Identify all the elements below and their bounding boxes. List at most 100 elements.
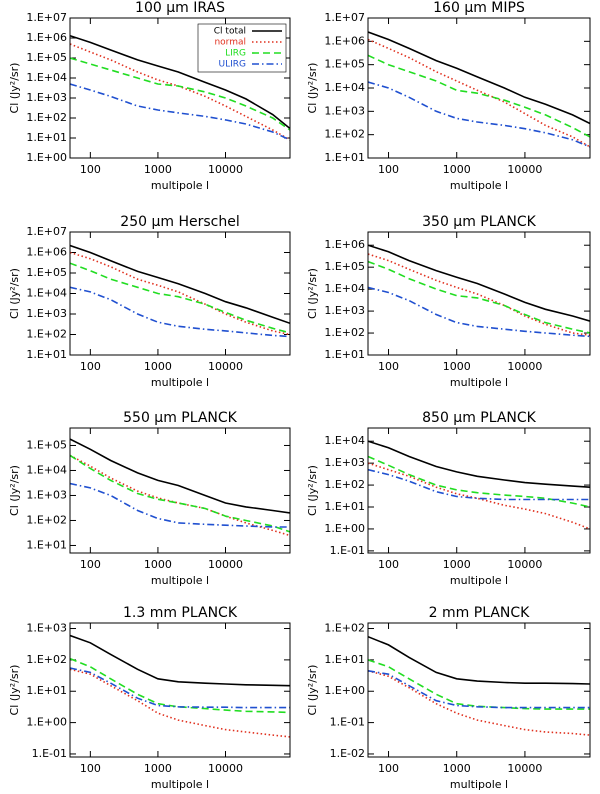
y-tick-label: 1.E-01	[32, 747, 67, 760]
x-tick-label: 1000	[443, 762, 471, 775]
panel: 160 μm MIPS multipole l Cl (Jy²/sr) 100 1000…	[306, 0, 591, 192]
y-axis-label: Cl (Jy²/sr)	[306, 465, 319, 516]
x-axis-label: multipole l	[151, 778, 209, 791]
x-axis-label: multipole l	[450, 574, 508, 587]
plot-frame	[69, 427, 291, 554]
x-tick-label: 1000	[443, 558, 471, 571]
series-line	[368, 244, 590, 322]
y-tick-label: 1.E+05	[324, 58, 365, 71]
y-tick-label: 1.E+02	[324, 128, 365, 141]
legend-label: Cl total	[214, 27, 246, 37]
y-tick-label: 1.E+06	[324, 238, 365, 251]
series-line	[70, 454, 290, 533]
series-line	[368, 260, 590, 334]
y-axis-label: Cl (Jy²/sr)	[8, 665, 21, 716]
panel-title: 160 μm MIPS	[433, 0, 525, 16]
series-line	[70, 286, 290, 338]
x-tick-label: 100	[378, 558, 399, 571]
y-tick-label: 1.E+02	[324, 478, 365, 491]
series-line	[70, 667, 290, 709]
plot-frame	[367, 231, 591, 356]
x-tick-label: 1000	[144, 558, 172, 571]
panel-title: 2 mm PLANCK	[429, 605, 530, 621]
x-tick-label: 100	[378, 360, 399, 373]
x-axis-label: multipole l	[450, 778, 508, 791]
y-axis-label: Cl (Jy²/sr)	[8, 63, 21, 114]
y-tick-label: 1.E+07	[26, 225, 67, 238]
y-tick-label: 1.E+04	[26, 71, 67, 84]
x-tick-label: 1000	[144, 360, 172, 373]
panel-title: 550 μm PLANCK	[123, 410, 238, 426]
panel-title: 350 μm PLANCK	[422, 214, 537, 230]
y-tick-label: 1.E+03	[26, 91, 67, 104]
y-tick-label: 1.E+05	[26, 266, 67, 279]
panel: 100 μm IRAS multipole l Cl (Jy²/sr) 100 1000…	[8, 0, 291, 192]
y-tick-label: 1.E+04	[324, 434, 365, 447]
y-tick-label: 1.E+03	[324, 304, 365, 317]
x-tick-label: 10000	[507, 558, 542, 571]
y-tick-label: 1.E-02	[330, 747, 365, 760]
y-axis-label: Cl (Jy²/sr)	[306, 63, 319, 114]
series-line	[70, 57, 290, 131]
series-line	[70, 657, 290, 714]
x-tick-label: 100	[80, 762, 101, 775]
y-tick-label: 1.E+04	[26, 463, 67, 476]
panel-title: 250 μm Herschel	[120, 214, 239, 230]
y-axis-label: Cl (Jy²/sr)	[306, 268, 319, 319]
series-line	[70, 34, 290, 130]
y-tick-label: 1.E+01	[324, 500, 365, 513]
y-tick-label: 1.E+04	[324, 282, 365, 295]
y-tick-label: 1.E+03	[324, 456, 365, 469]
x-axis-label: multipole l	[450, 179, 508, 192]
x-tick-label: 10000	[208, 558, 243, 571]
y-tick-label: 1.E+02	[324, 326, 365, 339]
x-tick-label: 1000	[144, 163, 172, 176]
series-line	[368, 440, 590, 488]
y-tick-label: 1.E+06	[26, 246, 67, 259]
y-tick-label: 1.E+02	[26, 653, 67, 666]
series-line	[70, 244, 290, 325]
series-line	[70, 262, 290, 334]
series-line	[368, 38, 590, 148]
x-tick-label: 10000	[507, 360, 542, 373]
series-line	[368, 54, 590, 138]
x-tick-label: 10000	[208, 360, 243, 373]
y-tick-label: 1.E+01	[26, 348, 67, 361]
y-axis-label: Cl (Jy²/sr)	[8, 268, 21, 319]
series-line	[368, 670, 590, 736]
plot-frame	[367, 427, 591, 554]
y-tick-label: 1.E+05	[26, 51, 67, 64]
x-axis-label: multipole l	[151, 376, 209, 389]
y-axis-label: Cl (Jy²/sr)	[306, 665, 319, 716]
y-tick-label: 1.E-01	[330, 716, 365, 729]
y-axis-label: Cl (Jy²/sr)	[8, 465, 21, 516]
panel: 350 μm PLANCK multipole l Cl (Jy²/sr) 100 10…	[306, 214, 591, 389]
series-line	[368, 635, 590, 685]
series-line	[70, 482, 290, 528]
plot-frame	[69, 622, 291, 758]
x-tick-label: 10000	[507, 163, 542, 176]
legend-label: ULIRG	[219, 60, 247, 70]
x-tick-label: 10000	[208, 762, 243, 775]
y-tick-label: 1.E-01	[330, 544, 365, 557]
panel: 1.3 mm PLANCK multipole l Cl (Jy²/sr) 100 10…	[8, 605, 291, 791]
series-line	[368, 253, 590, 336]
plot-frame	[367, 17, 591, 159]
x-tick-label: 100	[80, 163, 101, 176]
series-line	[70, 668, 290, 738]
x-tick-label: 10000	[208, 163, 243, 176]
y-tick-label: 1.E+00	[26, 151, 67, 164]
y-tick-label: 1.E+03	[26, 307, 67, 320]
x-axis-label: multipole l	[151, 179, 209, 192]
y-tick-label: 1.E+00	[324, 522, 365, 535]
plot-frame	[367, 622, 591, 758]
y-tick-label: 1.E+03	[324, 104, 365, 117]
x-axis-label: multipole l	[151, 574, 209, 587]
series-line	[368, 31, 590, 125]
y-tick-label: 1.E+07	[324, 11, 365, 24]
series-line	[368, 670, 590, 709]
y-tick-label: 1.E+03	[26, 488, 67, 501]
x-tick-label: 100	[378, 163, 399, 176]
panel-title: 1.3 mm PLANCK	[123, 605, 238, 621]
